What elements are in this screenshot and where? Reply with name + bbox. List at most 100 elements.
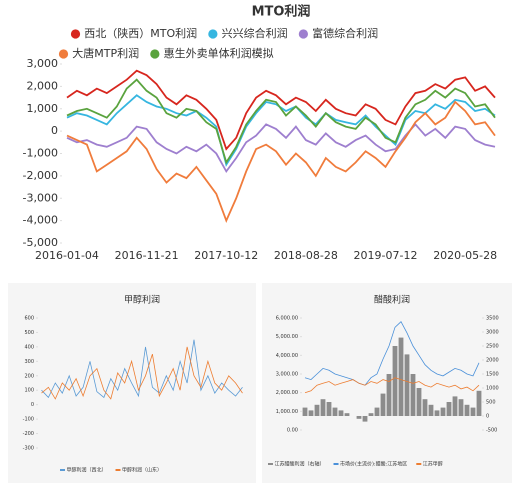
legend-label: 大唐MTP利润 xyxy=(72,46,139,60)
y-tick-label: 500 xyxy=(24,330,34,336)
y2-tick-label: 2000 xyxy=(486,358,499,364)
bar xyxy=(398,337,404,416)
series-line xyxy=(304,377,480,394)
bar xyxy=(440,407,446,416)
y-tick-label: 0 xyxy=(51,124,58,137)
legend-marker xyxy=(70,29,81,39)
y-tick-label: 0 xyxy=(31,402,34,408)
bar xyxy=(362,416,368,422)
y2-tick-label: 1500 xyxy=(486,372,499,378)
x-tick-label: 2016-11-21 xyxy=(115,249,179,262)
y2-tick-label: 2500 xyxy=(486,344,499,350)
bar xyxy=(314,404,320,416)
x-tick-label: 2019-07-12 xyxy=(354,249,418,262)
y2-tick-label: 3500 xyxy=(486,316,499,322)
y-tick-label: -3,000 xyxy=(23,191,58,204)
series-line xyxy=(66,78,496,165)
legend-label: 江苏醋酸利润（右轴） xyxy=(275,461,325,468)
x-tick-label: 2018-08-28 xyxy=(274,249,338,262)
bar xyxy=(416,388,422,416)
y-tick-label: 1,000 xyxy=(27,102,59,115)
bar xyxy=(344,413,350,416)
y-tick-label: 4,000.00 xyxy=(276,353,298,359)
x-tick-label: 2016-01-04 xyxy=(35,249,99,262)
legend-label: 市场价(主流价):醋酸:江苏地区 xyxy=(340,461,407,468)
y-tick-label: 0.00 xyxy=(287,428,298,434)
y2-tick-label: 1000 xyxy=(486,386,499,392)
bar xyxy=(458,399,464,416)
bar xyxy=(428,404,434,416)
bar xyxy=(476,390,482,416)
bar xyxy=(434,410,440,416)
y2-tick-label: 0 xyxy=(486,414,489,420)
series-line xyxy=(41,339,243,399)
legend-marker xyxy=(298,29,308,39)
y2-tick-label: -500 xyxy=(486,428,497,434)
bar xyxy=(464,404,470,416)
y-tick-label: 1,000.00 xyxy=(276,409,298,415)
bar xyxy=(368,413,374,416)
bar xyxy=(338,410,344,416)
legend-label: 甲醇利润（山东） xyxy=(122,467,162,474)
legend-marker xyxy=(268,463,273,465)
y-tick-label: 6,000.00 xyxy=(276,316,298,322)
legend-marker xyxy=(115,469,121,471)
legend-label: 甲醇利润（西北） xyxy=(67,467,107,474)
legend-label: 兴兴综合利润 xyxy=(222,26,288,40)
y-tick-label: 300 xyxy=(24,359,34,365)
bar xyxy=(422,399,428,416)
bar xyxy=(410,374,416,416)
legend-label: 江苏甲醇 xyxy=(423,461,443,468)
series-line xyxy=(66,69,496,151)
y-tick-label: 200 xyxy=(24,373,34,379)
legend-marker xyxy=(416,463,422,465)
series-line xyxy=(66,123,496,174)
series-line xyxy=(41,346,243,400)
bar xyxy=(302,407,308,416)
y2-tick-label: 3000 xyxy=(486,330,499,336)
bar xyxy=(308,410,314,416)
y-tick-label: 3,000.00 xyxy=(276,372,298,378)
bar xyxy=(446,402,452,416)
bar xyxy=(320,399,326,416)
y-tick-label: 2,000 xyxy=(27,79,59,92)
chart-title: MTO利润 xyxy=(252,4,311,20)
legend-marker xyxy=(333,463,339,465)
bar xyxy=(326,402,332,416)
y-tick-label: 600 xyxy=(24,316,34,322)
bar xyxy=(404,354,410,416)
bar xyxy=(332,407,338,416)
bar xyxy=(452,396,458,416)
y-tick-label: -200 xyxy=(23,431,34,437)
y-tick-label: 100 xyxy=(24,388,34,394)
series-line xyxy=(304,321,480,386)
legend-label: 富德综合利润 xyxy=(312,26,378,40)
legend-label: 惠生外卖单体利润模拟 xyxy=(164,46,274,60)
chart-title: 醋酸利润 xyxy=(374,294,410,306)
bar xyxy=(356,416,362,419)
legend-marker xyxy=(60,469,65,471)
y-tick-label: -300 xyxy=(23,446,34,452)
y-tick-label: 3,000 xyxy=(27,57,59,70)
y-tick-label: 400 xyxy=(24,344,34,350)
x-tick-label: 2020-05-28 xyxy=(433,249,497,262)
legend-marker xyxy=(208,29,218,39)
y-tick-label: -4,000 xyxy=(23,214,58,227)
y-tick-label: 5,000.00 xyxy=(276,334,298,340)
series-line xyxy=(66,94,496,167)
bar xyxy=(374,407,380,416)
legend-label: 西北（陕西）MTO利润 xyxy=(84,26,197,40)
y-tick-label: -2,000 xyxy=(23,169,58,182)
legend-marker xyxy=(58,49,69,59)
bar xyxy=(392,346,398,416)
y-tick-label: 2,000.00 xyxy=(276,390,298,396)
bar xyxy=(380,393,386,416)
y-tick-label: -1,000 xyxy=(23,147,58,160)
series-line xyxy=(66,100,496,223)
bar xyxy=(470,407,476,416)
chart-title: 甲醇利润 xyxy=(124,294,160,306)
y2-tick-label: 500 xyxy=(486,400,496,406)
x-tick-label: 2017-10-12 xyxy=(194,249,258,262)
y-tick-label: -5,000 xyxy=(23,236,58,249)
